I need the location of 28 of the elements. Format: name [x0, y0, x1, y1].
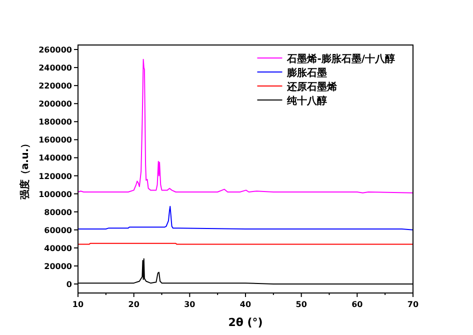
x-tick-label: 40: [240, 300, 252, 309]
x-tick-label: 20: [128, 300, 140, 309]
legend-label: 纯十八醇: [286, 95, 328, 107]
y-tick-label: 0: [66, 280, 72, 289]
y-tick-label: 120000: [38, 172, 72, 181]
x-tick-label: 30: [184, 300, 196, 309]
y-tick-label: 160000: [38, 136, 72, 145]
y-tick-label: 200000: [38, 100, 72, 109]
y-tick-label: 220000: [38, 82, 72, 91]
legend-label: 还原石墨烯: [286, 81, 338, 93]
y-tick-label: 60000: [44, 226, 72, 235]
legend-label: 石墨烯-膨胀石墨/十八醇: [286, 53, 396, 65]
y-tick-label: 100000: [38, 190, 72, 199]
y-axis-title: 强度（a.u.）: [19, 138, 31, 200]
y-tick-label: 40000: [44, 244, 72, 253]
y-tick-label: 260000: [38, 46, 72, 55]
legend-label: 膨胀石墨: [286, 67, 328, 79]
y-tick-label: 140000: [38, 154, 72, 163]
x-tick-label: 60: [352, 300, 364, 309]
x-tick-label: 70: [407, 300, 419, 309]
y-tick-label: 180000: [38, 118, 72, 127]
line-series: [78, 206, 414, 230]
x-axis-title: 2θ (°): [228, 316, 263, 329]
x-tick-label: 10: [72, 300, 84, 309]
x-tick-label: 50: [296, 300, 308, 309]
y-tick-label: 20000: [44, 262, 72, 271]
y-tick-label: 80000: [44, 208, 72, 217]
y-tick-label: 240000: [38, 64, 72, 73]
